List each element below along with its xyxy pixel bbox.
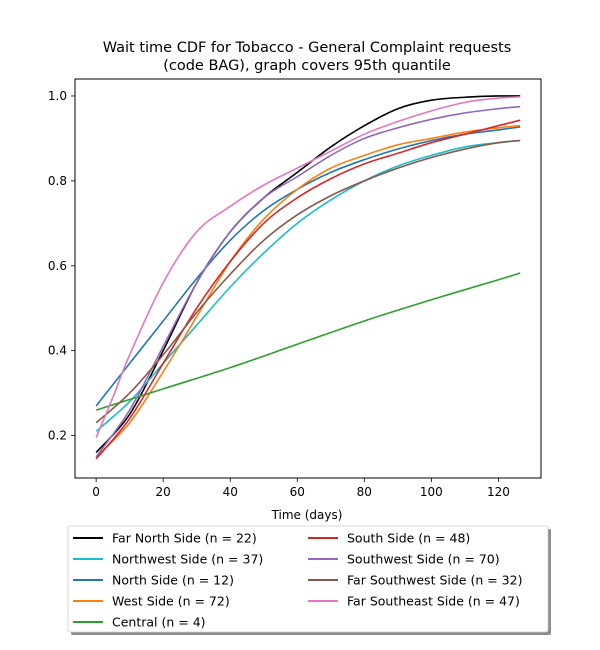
- legend-label: Southwest Side (n = 70): [347, 552, 500, 567]
- legend-label: South Side (n = 48): [347, 531, 470, 546]
- series-line-4: [95, 272, 521, 411]
- series-line-5: [95, 119, 521, 460]
- legend-label: North Side (n = 12): [112, 573, 234, 588]
- y-tick-label: 1.0: [48, 89, 67, 103]
- legend-label: Far Southeast Side (n = 47): [347, 594, 520, 609]
- y-tick-label: 0.8: [48, 174, 67, 188]
- x-tick-label: 0: [92, 485, 100, 499]
- legend-label: Far North Side (n = 22): [112, 531, 257, 546]
- y-tick-label: 0.6: [48, 259, 67, 273]
- x-axis: 0 20 40 60 80 100 120: [92, 478, 510, 499]
- series-line-8: [95, 96, 521, 438]
- x-tick-label: 80: [357, 485, 372, 499]
- x-tick-label: 100: [420, 485, 443, 499]
- y-axis: 0.2 0.4 0.6 0.8 1.0: [48, 89, 75, 443]
- legend-label: Far Southwest Side (n = 32): [347, 573, 522, 588]
- title-line-1: Wait time CDF for Tobacco - General Comp…: [103, 40, 512, 56]
- x-tick-label: 20: [156, 485, 171, 499]
- legend: Far North Side (n = 22) Northwest Side (n…: [67, 525, 551, 635]
- y-tick-label: 0.4: [48, 344, 67, 358]
- x-tick-label: 120: [487, 485, 510, 499]
- series-line-6: [95, 105, 521, 458]
- chart-title: Wait time CDF for Tobacco - General Comp…: [103, 40, 512, 74]
- plot-frame: [74, 78, 542, 479]
- series-line-7: [95, 139, 521, 424]
- legend-label: West Side (n = 72): [112, 594, 230, 609]
- y-tick-label: 0.2: [48, 429, 67, 443]
- title-line-2: (code BAG), graph covers 95th quantile: [163, 58, 451, 74]
- x-axis-label: Time (days): [271, 508, 343, 522]
- legend-label: Central (n = 4): [112, 615, 206, 630]
- legend-label: Northwest Side (n = 37): [112, 552, 263, 567]
- x-tick-label: 40: [223, 485, 238, 499]
- series-layer: [95, 95, 521, 460]
- series-line-3: [95, 124, 521, 458]
- x-tick-label: 60: [290, 485, 305, 499]
